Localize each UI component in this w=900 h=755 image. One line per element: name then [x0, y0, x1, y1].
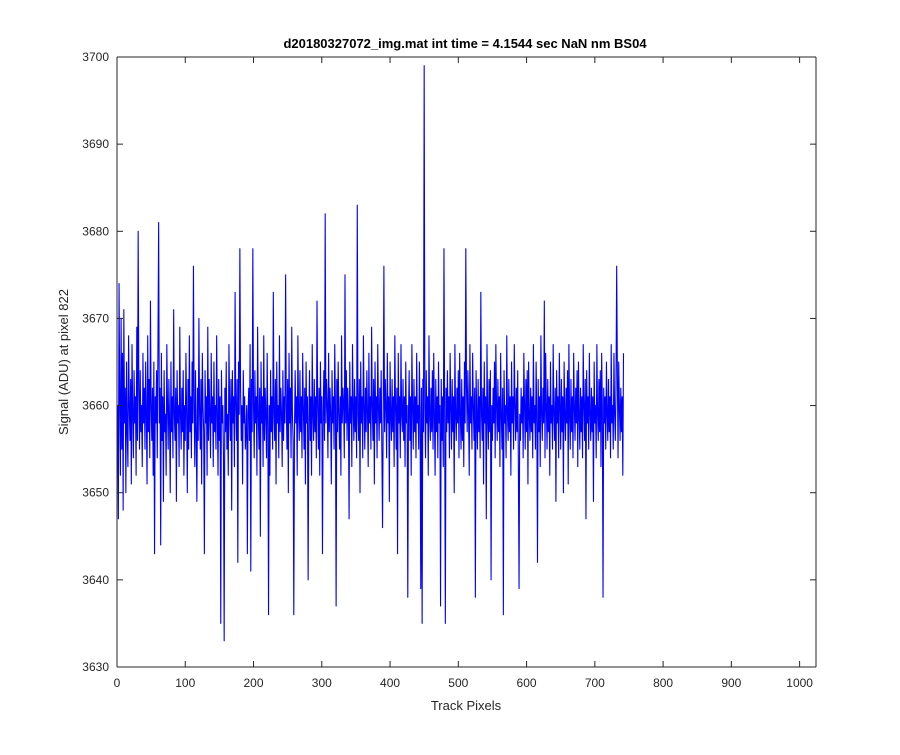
x-tick-label: 0 [114, 676, 121, 690]
x-axis: 0 100 200 300 400 500 600 700 800 900 1000 [114, 57, 813, 690]
plot-area [116, 56, 817, 668]
axes-frame [116, 56, 817, 668]
y-axis: 3630 3640 3650 3660 3670 3680 3690 3700 [82, 50, 816, 674]
y-tick-label: 3670 [82, 311, 109, 325]
y-tick-label: 3680 [82, 224, 109, 238]
x-tick-label: 600 [517, 676, 537, 690]
x-tick-label: 200 [244, 676, 264, 690]
y-tick-label: 3700 [82, 50, 109, 64]
x-tick-label: 500 [448, 676, 468, 690]
y-tick-label: 3650 [82, 486, 109, 500]
y-tick-label: 3660 [82, 399, 109, 413]
x-tick-label: 700 [585, 676, 605, 690]
chart-title: d20180327072_img.mat int time = 4.1544 s… [283, 36, 647, 51]
x-tick-label: 900 [721, 676, 741, 690]
x-axis-title: Track Pixels [431, 698, 502, 713]
x-tick-label: 400 [380, 676, 400, 690]
y-tick-label: 3630 [82, 660, 109, 674]
y-axis-title: Signal (ADU) at pixel 822 [56, 289, 71, 435]
x-tick-label: 800 [653, 676, 673, 690]
y-tick-label: 3640 [82, 573, 109, 587]
x-tick-label: 1000 [786, 676, 813, 690]
x-tick-label: 100 [175, 676, 195, 690]
y-tick-label: 3690 [82, 137, 109, 151]
x-tick-label: 300 [312, 676, 332, 690]
series-line [117, 65, 625, 642]
